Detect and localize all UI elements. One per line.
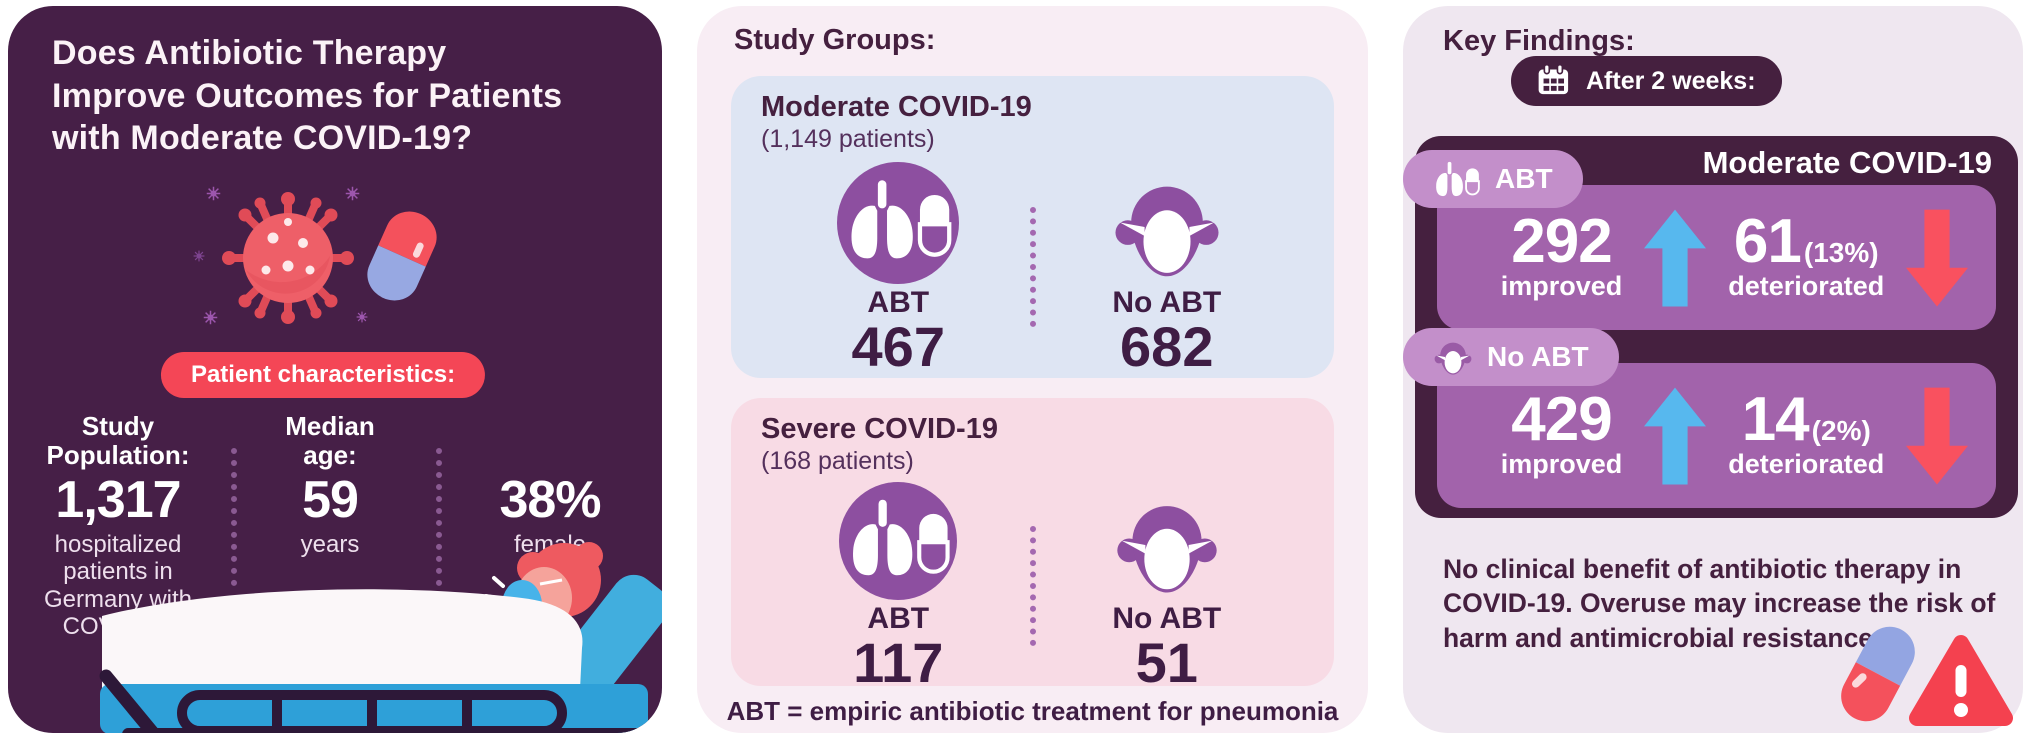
findings-title: Moderate COVID-19 bbox=[1702, 145, 1992, 180]
deteriorated-pct: (13%) bbox=[1803, 237, 1879, 269]
lungs-pill-icon bbox=[839, 481, 958, 600]
right-panel: Key Findings: After 2 weeks: Moderate CO… bbox=[1403, 6, 2023, 733]
sparkle-virus-icon bbox=[203, 310, 218, 325]
stat-value: 38% bbox=[499, 471, 601, 529]
sparkle-virus-icon bbox=[206, 186, 221, 201]
no-abt-row-badge: No ABT bbox=[1403, 328, 1619, 386]
stat-divider bbox=[436, 448, 442, 586]
improved-count: 429 bbox=[1511, 385, 1612, 455]
sparkle-virus-icon bbox=[356, 311, 368, 323]
masked-head-icon bbox=[1117, 506, 1217, 593]
pill-icon bbox=[367, 211, 437, 301]
virus-icon bbox=[222, 192, 354, 324]
down-arrow-icon bbox=[1906, 387, 1969, 484]
group-title: Severe COVID-19 bbox=[761, 413, 998, 445]
improved-label: improved bbox=[1500, 271, 1623, 302]
warning-icon bbox=[1909, 635, 2013, 726]
up-arrow-icon bbox=[1644, 209, 1707, 306]
stat-divider bbox=[231, 448, 237, 586]
lungs-pill-icon bbox=[837, 161, 960, 284]
abt-count: 467 bbox=[851, 314, 945, 378]
after-2-weeks-label: After 2 weeks: bbox=[1586, 66, 1756, 95]
study-groups-heading: Study Groups: bbox=[734, 24, 936, 56]
deteriorated-count: 14 bbox=[1741, 385, 1810, 455]
deteriorated-count: 61 bbox=[1733, 207, 1802, 277]
group-subtitle: (1,149 patients) bbox=[761, 124, 935, 153]
abt-label: ABT bbox=[867, 601, 930, 635]
deteriorated-stat: 14 (2%) deteriorated bbox=[1728, 385, 1885, 480]
up-arrow-icon bbox=[1644, 387, 1707, 484]
abt-footnote: ABT = empiric antibiotic treatment for p… bbox=[726, 696, 1339, 726]
down-arrow-icon bbox=[1906, 209, 1969, 306]
no-abt-column: No ABT 51 bbox=[1036, 480, 1299, 693]
no-abt-count: 682 bbox=[1120, 314, 1214, 378]
pill-icon bbox=[1841, 626, 1915, 722]
deteriorated-label: deteriorated bbox=[1728, 271, 1885, 302]
stat-value: 1,317 bbox=[55, 471, 181, 529]
sparkle-virus-icon bbox=[193, 250, 205, 262]
no-abt-count: 51 bbox=[1135, 630, 1198, 694]
page-title: Does Antibiotic Therapy Improve Outcomes… bbox=[52, 34, 563, 157]
no-abt-label: No ABT bbox=[1112, 601, 1222, 635]
after-2-weeks-badge: After 2 weeks: bbox=[1511, 56, 1782, 106]
no-abt-column: No ABT 682 bbox=[1036, 158, 1299, 377]
lungs-pill-icon bbox=[1436, 161, 1480, 197]
no-abt-label: No ABT bbox=[1112, 285, 1222, 319]
conclusion-text: No clinical benefit of antibiotic therap… bbox=[1443, 554, 1996, 653]
stat-label: Median age: bbox=[285, 410, 375, 470]
abt-row-badge: ABT bbox=[1403, 150, 1583, 208]
no-abt-row-label: No ABT bbox=[1487, 341, 1589, 372]
sparkle-virus-icon bbox=[345, 186, 360, 201]
no-abt-results-row: 429 improved 14 (2%) deteriorated bbox=[1437, 363, 1996, 508]
middle-panel: Study Groups: Moderate COVID-19 (1,149 p… bbox=[697, 6, 1368, 733]
study-group-card-severe: Severe COVID-19 (168 patients) bbox=[731, 398, 1334, 692]
improved-stat: 429 improved bbox=[1500, 385, 1623, 480]
stat-label bbox=[455, 408, 645, 470]
abt-label: ABT bbox=[867, 285, 930, 319]
improved-label: improved bbox=[1500, 449, 1623, 480]
patient-characteristics-badge: Patient characteristics: bbox=[160, 352, 486, 398]
abt-column: ABT 467 bbox=[767, 158, 1030, 377]
abt-column: ABT 117 bbox=[767, 480, 1030, 693]
improved-stat: 292 improved bbox=[1500, 207, 1623, 302]
stat-value: 59 bbox=[302, 471, 359, 529]
masked-head-icon bbox=[1434, 342, 1472, 375]
group-title: Moderate COVID-19 bbox=[761, 91, 1032, 123]
patient-in-bed-illustration bbox=[99, 542, 662, 733]
deteriorated-label: deteriorated bbox=[1728, 449, 1885, 480]
findings-panel: Moderate COVID-19 ABT 292 improved bbox=[1403, 136, 2018, 518]
abt-results-row: 292 improved 61 (13%) deteriorated bbox=[1437, 185, 1996, 330]
key-findings-heading: Key Findings: bbox=[1443, 25, 1635, 57]
left-panel: Does Antibiotic Therapy Improve Outcomes… bbox=[8, 6, 662, 733]
abt-count: 117 bbox=[853, 630, 944, 694]
stat-column-female: 38% female bbox=[455, 408, 645, 558]
improved-count: 292 bbox=[1511, 207, 1612, 277]
deteriorated-stat: 61 (13%) deteriorated bbox=[1728, 207, 1885, 302]
stat-column-age: Median age: 59 years bbox=[235, 408, 425, 558]
stat-detail: years bbox=[300, 530, 360, 558]
abt-row-label: ABT bbox=[1495, 163, 1553, 194]
group-divider bbox=[1029, 207, 1036, 328]
masked-head-icon bbox=[1115, 186, 1219, 277]
deteriorated-pct: (2%) bbox=[1811, 415, 1871, 447]
stat-label: Study Population: bbox=[46, 410, 190, 470]
calendar-icon bbox=[1538, 64, 1569, 95]
group-subtitle: (168 patients) bbox=[761, 446, 914, 475]
study-group-card-moderate: Moderate COVID-19 (1,149 patients) bbox=[731, 76, 1334, 378]
group-divider bbox=[1029, 526, 1036, 647]
